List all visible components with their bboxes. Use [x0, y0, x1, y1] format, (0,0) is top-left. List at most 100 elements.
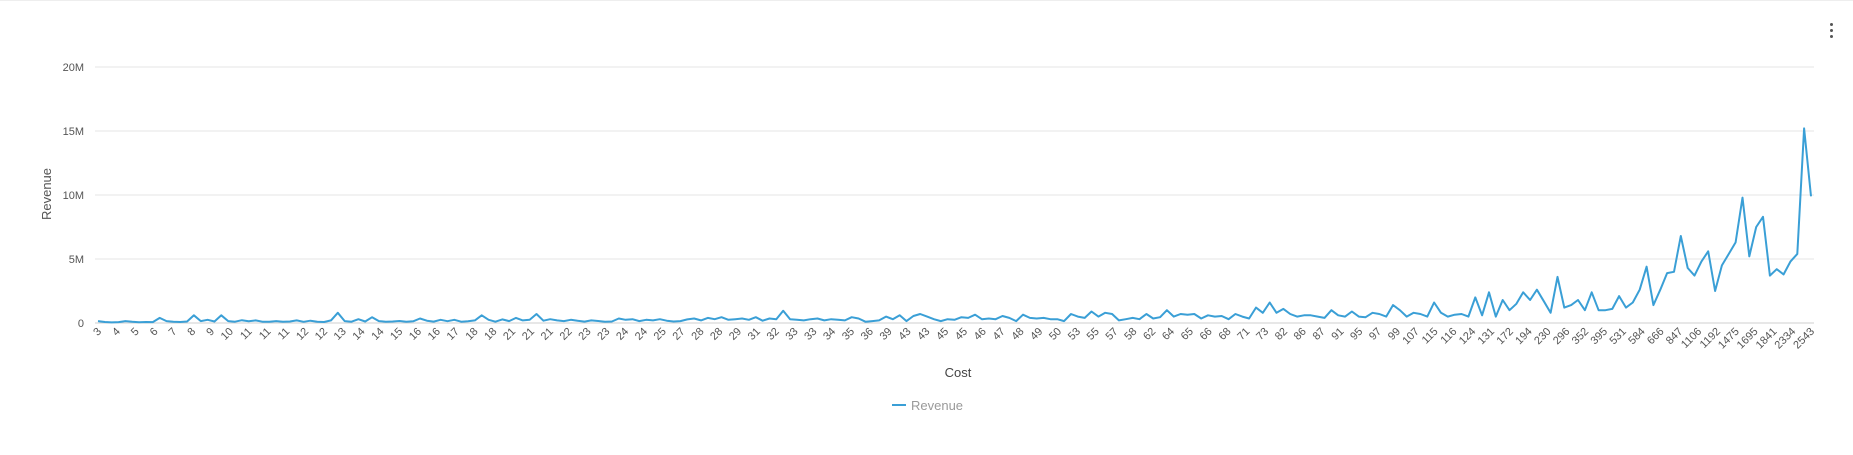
x-axis-ticks: 3 4 5 6 7 8 9 10 11 11 11 12 12 13 14 14 15 16 16 17 18 18 21 2… [91, 326, 1817, 352]
x-tick-label: 131 [1476, 326, 1497, 347]
grid-lines [95, 66, 1814, 324]
x-tick-label: 45 [934, 326, 951, 343]
x-tick-label: 73 [1254, 326, 1271, 343]
x-tick-label: 66 [1198, 326, 1215, 343]
x-tick-label: 64 [1160, 326, 1177, 343]
x-tick-label: 296 [1551, 326, 1572, 347]
x-axis-label: Cost [945, 365, 972, 380]
x-tick-label: 27 [670, 326, 687, 343]
x-tick-label: 8 [185, 326, 198, 339]
x-tick-label: 39 [878, 326, 895, 343]
x-tick-label: 53 [1066, 326, 1083, 343]
x-tick-label: 21 [520, 326, 537, 343]
x-tick-label: 24 [614, 326, 631, 343]
x-tick-label: 86 [1292, 326, 1309, 343]
x-tick-label: 14 [369, 326, 386, 343]
x-tick-label: 14 [350, 326, 367, 343]
x-tick-label: 71 [1235, 326, 1252, 343]
x-tick-label: 33 [802, 326, 819, 343]
x-tick-label: 18 [482, 326, 499, 343]
x-tick-label: 29 [727, 326, 744, 343]
x-tick-label: 16 [407, 326, 424, 343]
x-tick-label: 2543 [1791, 326, 1817, 352]
x-tick-label: 230 [1532, 326, 1553, 347]
x-tick-label: 16 [426, 326, 443, 343]
more-options-icon[interactable] [1823, 19, 1839, 41]
x-tick-label: 18 [463, 326, 480, 343]
y-tick-label: 5M [69, 254, 84, 266]
x-tick-label: 7 [167, 326, 180, 339]
x-tick-label: 62 [1141, 326, 1158, 343]
x-tick-label: 50 [1047, 326, 1064, 343]
x-tick-label: 395 [1589, 326, 1610, 347]
x-tick-label: 11 [276, 326, 293, 343]
x-tick-label: 194 [1513, 326, 1534, 347]
x-tick-label: 28 [689, 326, 706, 343]
x-tick-label: 46 [972, 326, 989, 343]
x-tick-label: 65 [1179, 326, 1196, 343]
revenue-line [97, 127, 1812, 324]
x-tick-label: 34 [821, 326, 838, 343]
x-tick-label: 107 [1400, 326, 1421, 347]
x-tick-label: 33 [783, 326, 800, 343]
y-tick-label: 20M [63, 62, 84, 74]
x-tick-label: 12 [294, 326, 311, 343]
x-tick-label: 43 [915, 326, 932, 343]
x-tick-label: 36 [859, 326, 876, 343]
x-tick-label: 25 [652, 326, 669, 343]
legend[interactable]: Revenue [892, 398, 963, 413]
x-tick-label: 3 [91, 326, 104, 339]
x-tick-label: 91 [1329, 326, 1346, 343]
x-tick-label: 24 [633, 326, 650, 343]
x-tick-label: 45 [953, 326, 970, 343]
x-tick-label: 32 [765, 326, 782, 343]
x-tick-label: 13 [332, 326, 349, 343]
x-tick-label: 99 [1386, 326, 1403, 343]
x-tick-label: 55 [1085, 326, 1102, 343]
x-tick-label: 23 [595, 326, 612, 343]
y-tick-label: 15M [63, 126, 84, 138]
x-tick-label: 49 [1028, 326, 1045, 343]
series-layer [97, 127, 1812, 324]
x-tick-label: 11 [238, 326, 255, 343]
x-tick-label: 47 [991, 326, 1008, 343]
x-tick-label: 116 [1439, 326, 1460, 347]
x-tick-label: 58 [1122, 326, 1139, 343]
x-tick-label: 43 [896, 326, 913, 343]
x-tick-label: 28 [708, 326, 725, 343]
x-tick-label: 4 [110, 326, 123, 339]
x-tick-label: 10 [219, 326, 236, 343]
x-tick-label: 97 [1367, 326, 1384, 343]
x-tick-label: 124 [1457, 326, 1478, 347]
y-tick-label: 0 [78, 318, 84, 330]
x-tick-label: 172 [1494, 326, 1515, 347]
legend-label: Revenue [911, 398, 963, 413]
x-tick-label: 115 [1420, 326, 1441, 347]
x-tick-label: 31 [746, 326, 763, 343]
x-tick-label: 35 [840, 326, 857, 343]
x-tick-label: 584 [1626, 326, 1647, 347]
x-tick-label: 57 [1103, 326, 1120, 343]
x-tick-label: 22 [558, 326, 575, 343]
x-tick-label: 11 [257, 326, 274, 343]
y-tick-label: 10M [63, 190, 84, 202]
y-axis-label: Revenue [39, 168, 54, 220]
x-tick-label: 48 [1009, 326, 1026, 343]
x-tick-label: 68 [1216, 326, 1233, 343]
x-tick-label: 95 [1348, 326, 1365, 343]
x-tick-label: 23 [576, 326, 593, 343]
x-tick-label: 1106 [1679, 326, 1704, 351]
x-tick-label: 21 [539, 326, 556, 343]
x-tick-label: 15 [388, 326, 405, 343]
x-tick-label: 82 [1273, 326, 1290, 343]
x-tick-label: 531 [1607, 326, 1628, 347]
x-tick-label: 666 [1645, 326, 1666, 347]
x-tick-label: 9 [204, 326, 217, 339]
x-tick-label: 5 [129, 326, 142, 339]
x-tick-label: 87 [1311, 326, 1328, 343]
y-axis-ticks: 0 5M 10M 15M 20M [63, 62, 84, 330]
x-tick-label: 6 [148, 326, 161, 339]
x-tick-label: 352 [1570, 326, 1591, 347]
